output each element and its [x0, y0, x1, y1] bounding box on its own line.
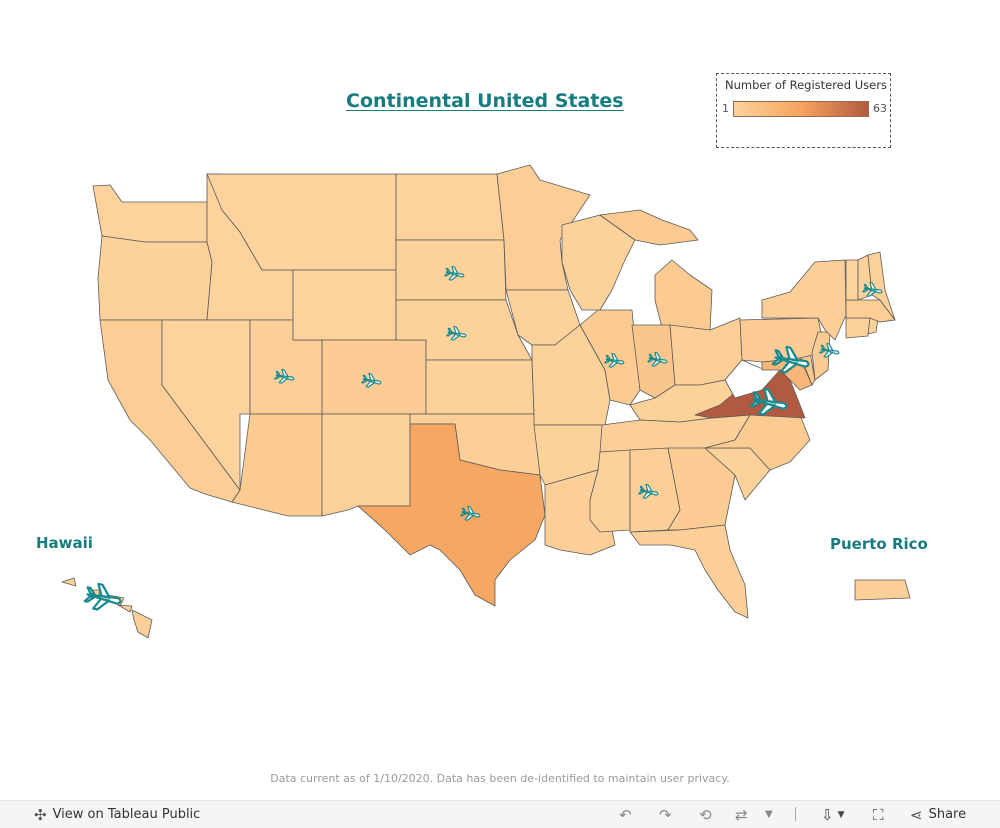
share-label: Share: [928, 807, 967, 822]
state-south-dakota[interactable]: South Dakota: 2: [395, 239, 507, 301]
legend-max: 63: [873, 102, 887, 115]
state-new-mexico[interactable]: New Mexico: 2: [321, 413, 411, 517]
airplane-icon[interactable]: [638, 483, 659, 500]
airplane-icon[interactable]: [83, 582, 123, 614]
view-on-tableau-button[interactable]: ✣ View on Tableau Public: [34, 801, 200, 828]
legend-gradient-bar: [733, 101, 869, 117]
state-hawaii[interactable]: Hawaii: 3: [61, 577, 153, 639]
state-puerto-rico[interactable]: Puerto Rico: 3: [854, 579, 911, 601]
state-texas[interactable]: Texas: 30: [357, 423, 546, 607]
share-icon: ⋖: [910, 805, 923, 824]
hawaii-label: Hawaii: [36, 534, 93, 552]
choropleth-map: Washington: 1Oregon: 2California: 4Idaho…: [61, 164, 911, 639]
airplane-icon[interactable]: [446, 325, 467, 342]
map-title: Continental United States: [346, 90, 624, 112]
color-legend: Number of Registered Users 1 63: [716, 73, 891, 148]
airplane-icon[interactable]: [819, 342, 840, 359]
chevron-down-icon: ▼: [765, 809, 773, 820]
puerto-rico-label: Puerto Rico: [830, 535, 928, 553]
state-north-carolina[interactable]: North Carolina: 6: [704, 414, 811, 471]
airplane-icon[interactable]: [647, 351, 668, 368]
state-arizona[interactable]: Arizona: 6: [231, 413, 323, 517]
state-vermont[interactable]: Vermont: 1: [845, 259, 859, 301]
toolbar-divider: [795, 807, 796, 821]
undo-icon: ↶: [619, 805, 632, 824]
refresh-button[interactable]: ⇄: [735, 801, 748, 828]
state-new-york[interactable]: New York: 3: [761, 259, 847, 341]
undo-button[interactable]: ↶: [619, 801, 632, 828]
fullscreen-icon: ⛶: [873, 805, 884, 824]
view-on-tableau-label: View on Tableau Public: [52, 807, 201, 822]
airplane-icon[interactable]: [749, 387, 789, 419]
redo-icon: ↷: [659, 805, 672, 824]
state-colorado[interactable]: Colorado: 5: [321, 339, 427, 415]
state-minnesota[interactable]: Minnesota: 4: [496, 164, 591, 291]
refresh-menu-button[interactable]: ▼: [765, 801, 773, 828]
airplane-icon[interactable]: [862, 281, 883, 298]
state-missouri[interactable]: Missouri: 2: [531, 324, 611, 426]
airplane-icon[interactable]: [361, 372, 382, 389]
download-menu-icon: ▼: [837, 809, 845, 820]
state-north-dakota[interactable]: North Dakota: 1: [395, 173, 505, 241]
state-illinois[interactable]: Illinois: 6: [579, 309, 641, 406]
state-florida[interactable]: Florida: 3: [629, 524, 749, 619]
legend-title: Number of Registered Users: [725, 78, 887, 92]
state-connecticut[interactable]: Connecticut: 2: [845, 317, 871, 339]
tableau-toolbar: ✣ View on Tableau Public ↶ ↷ ⟲ ⇄ ▼ ⇩ ▼ ⛶…: [0, 800, 1000, 828]
revert-button[interactable]: ⟲: [699, 801, 712, 828]
airplane-icon[interactable]: [771, 345, 811, 377]
airplane-icon[interactable]: [460, 505, 481, 522]
tableau-icon: ✣: [34, 805, 47, 824]
state-maine[interactable]: Maine: 2: [867, 251, 896, 321]
state-washington[interactable]: Washington: 1: [92, 184, 208, 243]
state-wyoming[interactable]: Wyoming: 1: [292, 269, 397, 341]
download-icon: ⇩: [821, 805, 834, 824]
share-button[interactable]: ⋖ Share: [910, 801, 966, 828]
data-note: Data current as of 1/10/2020. Data has b…: [270, 772, 730, 785]
fullscreen-button[interactable]: ⛶: [873, 801, 884, 828]
airplane-icon[interactable]: [444, 265, 465, 282]
download-button[interactable]: ⇩ ▼: [821, 801, 845, 828]
refresh-icon: ⇄: [735, 805, 748, 824]
revert-icon: ⟲: [699, 805, 712, 824]
state-oregon[interactable]: Oregon: 2: [97, 235, 213, 321]
state-kansas[interactable]: Kansas: 2: [425, 359, 535, 415]
airplane-icon[interactable]: [274, 368, 295, 385]
airplane-icon[interactable]: [604, 352, 625, 369]
legend-min: 1: [722, 102, 729, 115]
redo-button[interactable]: ↷: [659, 801, 672, 828]
